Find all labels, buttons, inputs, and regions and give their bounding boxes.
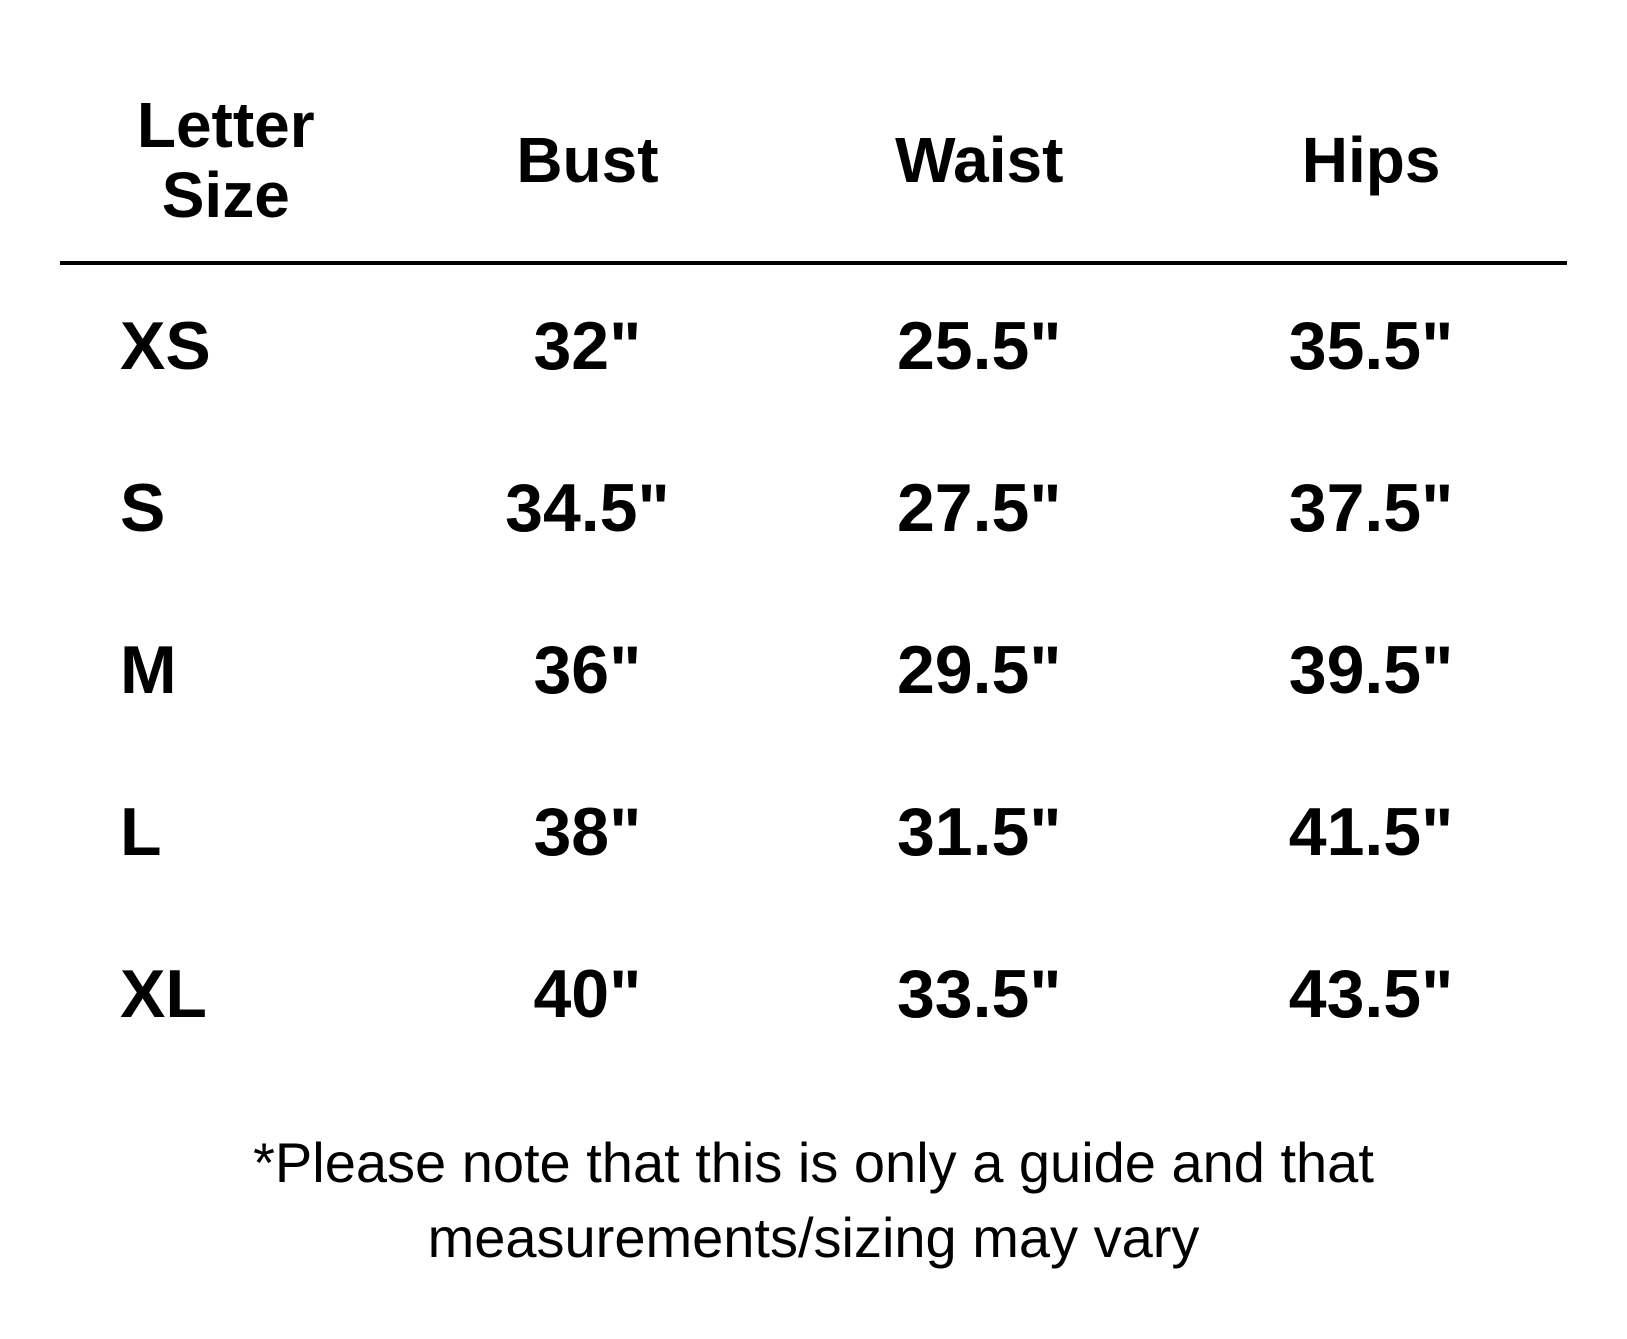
col-header-hips: Hips (1175, 70, 1567, 261)
table-row: XS 32" 25.5" 35.5" (60, 265, 1567, 427)
table-row: XL 40" 33.5" 43.5" (60, 913, 1567, 1075)
table-row: S 34.5" 27.5" 37.5" (60, 427, 1567, 589)
cell-waist: 29.5" (783, 589, 1175, 751)
cell-waist: 31.5" (783, 751, 1175, 913)
col-header-letter-size: Letter Size (60, 70, 392, 261)
table-row: L 38" 31.5" 41.5" (60, 751, 1567, 913)
cell-waist: 25.5" (783, 265, 1175, 427)
table-row: M 36" 29.5" 39.5" (60, 589, 1567, 751)
col-header-line2: Size (162, 159, 290, 231)
col-header-bust: Bust (392, 70, 784, 261)
cell-size: S (60, 427, 392, 589)
col-header-line1: Letter (137, 89, 315, 161)
cell-hips: 39.5" (1175, 589, 1567, 751)
cell-size: M (60, 589, 392, 751)
cell-hips: 35.5" (1175, 265, 1567, 427)
cell-hips: 41.5" (1175, 751, 1567, 913)
cell-waist: 27.5" (783, 427, 1175, 589)
size-chart-container: Letter Size Bust Waist Hips XS 32" 25.5"… (0, 0, 1627, 1276)
cell-bust: 36" (392, 589, 784, 751)
footnote-text: *Please note that this is only a guide a… (60, 1125, 1567, 1276)
cell-bust: 34.5" (392, 427, 784, 589)
cell-size: XL (60, 913, 392, 1075)
cell-hips: 37.5" (1175, 427, 1567, 589)
cell-size: L (60, 751, 392, 913)
cell-size: XS (60, 265, 392, 427)
col-header-waist: Waist (783, 70, 1175, 261)
cell-bust: 32" (392, 265, 784, 427)
size-chart-table: Letter Size Bust Waist Hips XS 32" 25.5"… (60, 70, 1567, 1075)
cell-bust: 38" (392, 751, 784, 913)
cell-waist: 33.5" (783, 913, 1175, 1075)
table-header-row: Letter Size Bust Waist Hips (60, 70, 1567, 261)
cell-hips: 43.5" (1175, 913, 1567, 1075)
cell-bust: 40" (392, 913, 784, 1075)
